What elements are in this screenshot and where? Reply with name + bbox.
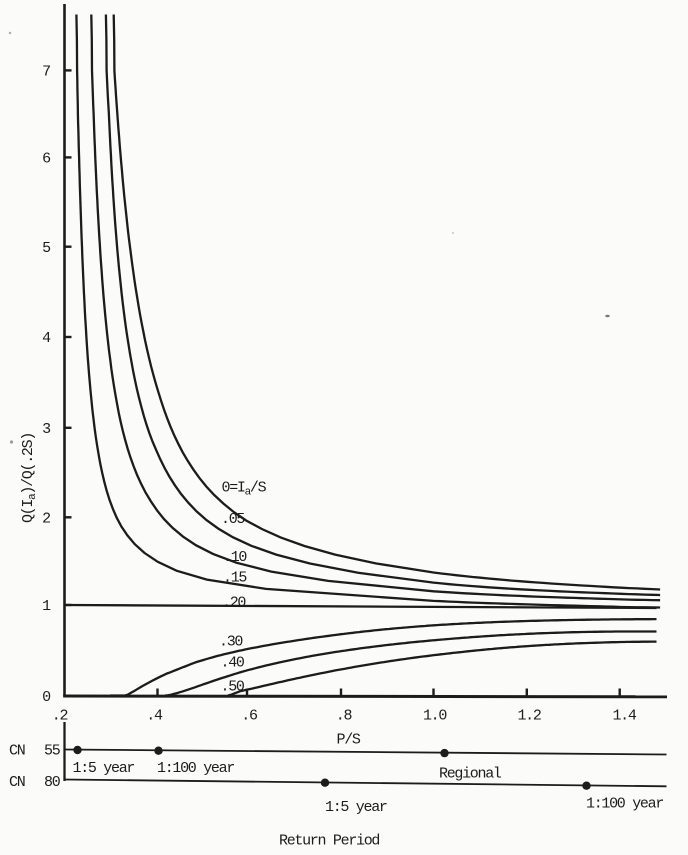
svg-text:1.0: 1.0: [423, 708, 447, 725]
svg-text:1:100 year: 1:100 year: [586, 796, 663, 813]
svg-text:.05: .05: [221, 511, 245, 528]
svg-text:.40: .40: [221, 654, 245, 671]
svg-text:3: 3: [42, 421, 51, 438]
svg-text:4: 4: [42, 330, 51, 347]
svg-text:.2: .2: [52, 708, 68, 725]
svg-text:.30: .30: [219, 634, 243, 651]
svg-text:1.2: 1.2: [517, 708, 540, 725]
svg-text:Return Period: Return Period: [279, 833, 379, 850]
svg-text:6: 6: [42, 151, 51, 168]
svg-text:.50: .50: [221, 678, 245, 695]
svg-text:55: 55: [44, 743, 61, 760]
svg-text:Regional: Regional: [439, 766, 502, 783]
svg-text:.10: .10: [223, 549, 247, 566]
svg-text:.4: .4: [146, 708, 163, 725]
svg-text:1:100 year: 1:100 year: [157, 760, 234, 777]
svg-text:0=Ia/S: 0=Ia/S: [222, 480, 267, 499]
svg-text:5: 5: [42, 240, 51, 257]
svg-text:.6: .6: [241, 708, 258, 725]
svg-text:80: 80: [44, 774, 61, 791]
svg-text:2: 2: [42, 510, 50, 527]
svg-text:CN: CN: [9, 743, 25, 760]
svg-text:.20: .20: [222, 594, 246, 611]
svg-text:7: 7: [42, 64, 50, 81]
svg-text:.15: .15: [223, 570, 247, 587]
svg-text:1.4: 1.4: [612, 708, 636, 725]
svg-text:0: 0: [42, 689, 51, 706]
svg-text:1:5 year: 1:5 year: [73, 760, 135, 777]
svg-text:1: 1: [42, 598, 51, 615]
svg-text:Q(Ia)/Q(.2S): Q(Ia)/Q(.2S): [20, 433, 39, 523]
svg-text:.8: .8: [336, 708, 353, 725]
svg-text:1:5 year: 1:5 year: [325, 799, 387, 816]
svg-text:CN: CN: [9, 774, 25, 791]
svg-text:P/S: P/S: [337, 732, 361, 749]
